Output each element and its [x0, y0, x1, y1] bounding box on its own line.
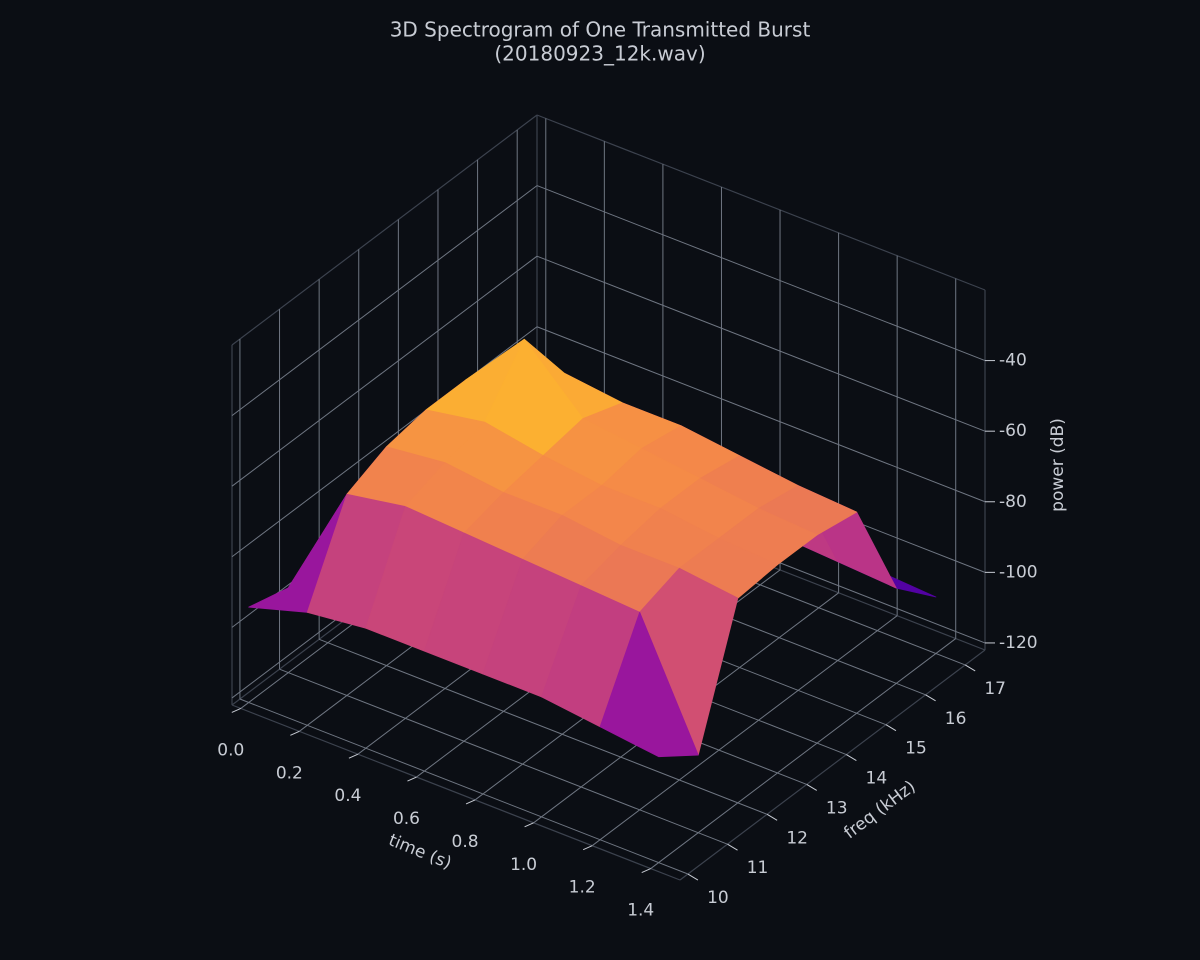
y-tick: [766, 813, 778, 821]
x-tick-label: 0.8: [452, 832, 479, 852]
x-tick: [641, 868, 651, 874]
grid-line: [231, 185, 538, 416]
x-tick-label: 0.6: [393, 809, 420, 829]
grid-line: [231, 326, 538, 558]
z-tick-label: -40: [999, 351, 1027, 371]
x-tick-label: 0.0: [217, 740, 244, 760]
x-tick: [465, 799, 476, 805]
x-tick-label: 1.0: [510, 855, 537, 875]
y-tick-label: 15: [905, 739, 927, 759]
x-tick: [231, 707, 241, 713]
grid-line: [536, 326, 986, 503]
pane-edge: [536, 114, 986, 291]
y-tick-label: 11: [747, 858, 769, 878]
y-tick-label: 17: [984, 679, 1006, 699]
grid-line: [536, 255, 986, 432]
pane-edge: [231, 114, 538, 346]
x-tick-label: 1.2: [569, 878, 596, 898]
z-tick-label: -80: [999, 492, 1027, 512]
x-tick-label: 1.4: [627, 901, 654, 921]
y-tick: [885, 724, 897, 732]
z-tick-label: -120: [999, 633, 1038, 653]
y-tick-label: 14: [866, 769, 888, 789]
y-tick-label: 16: [945, 709, 967, 729]
x-tick: [407, 776, 417, 782]
grid-line: [591, 615, 898, 847]
chart-subtitle: (20180923_12k.wav): [494, 42, 705, 66]
y-tick: [925, 694, 936, 702]
x-tick-label: 0.4: [334, 786, 361, 806]
surface-patch: [599, 611, 699, 758]
y-tick: [806, 783, 818, 791]
z-tick-label: -60: [999, 421, 1027, 441]
y-tick-label: 12: [786, 828, 808, 848]
pane-edge: [231, 704, 681, 881]
x-tick: [290, 730, 300, 736]
y-tick: [964, 664, 976, 672]
grid-line: [239, 698, 689, 875]
grid-line: [650, 638, 957, 869]
grid-line: [318, 638, 768, 815]
grid-line: [536, 185, 986, 362]
y-tick: [727, 843, 738, 851]
grid-line: [231, 255, 538, 487]
y-tick: [846, 754, 857, 761]
z-axis-label: power (dB): [1048, 418, 1068, 512]
grid-line: [279, 668, 728, 845]
x-tick: [524, 822, 534, 828]
y-tick-label: 10: [707, 888, 729, 908]
y-tick-label: 13: [826, 798, 848, 818]
x-tick-label: 0.2: [276, 763, 303, 783]
x-tick: [582, 845, 593, 851]
y-tick: [687, 873, 699, 881]
x-tick: [348, 753, 359, 759]
chart-title: 3D Spectrogram of One Transmitted Burst: [390, 18, 811, 42]
z-tick-label: -100: [999, 562, 1038, 582]
pane-edge: [679, 649, 986, 881]
